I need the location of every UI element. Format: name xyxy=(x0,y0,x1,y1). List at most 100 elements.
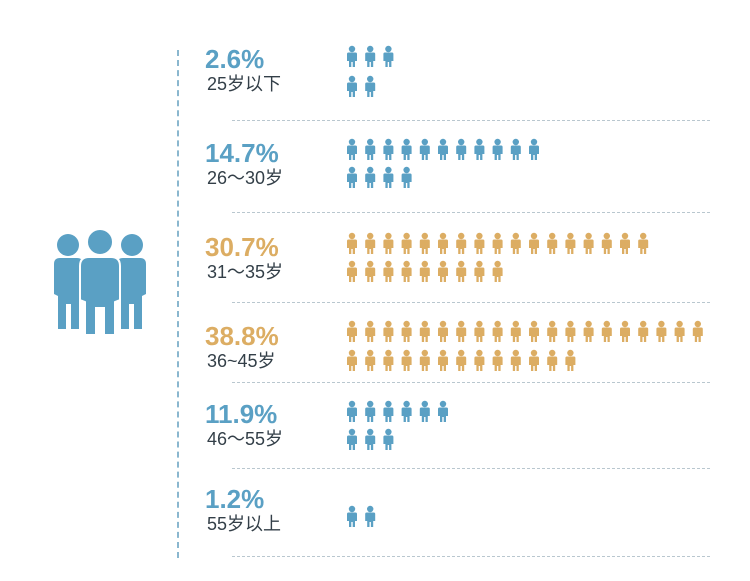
person-icon xyxy=(492,349,503,371)
percentage-label: 30.7% xyxy=(205,232,279,262)
person-icon xyxy=(438,260,448,282)
percentage-label: 14.7% xyxy=(205,138,279,168)
person-icon xyxy=(365,75,376,97)
age-group-row: 11.9% 46～55岁 xyxy=(205,399,740,459)
person-icon xyxy=(401,320,412,342)
person-icon xyxy=(365,428,376,450)
person-icon xyxy=(365,45,376,67)
person-icon xyxy=(401,138,412,160)
person-icon xyxy=(383,320,394,342)
person-icon xyxy=(347,320,357,342)
age-group-row: 1.2% 55岁以上 xyxy=(205,484,740,544)
person-icon xyxy=(419,320,430,342)
person-icon xyxy=(529,138,539,160)
person-icon xyxy=(419,138,430,160)
age-range-label: 46～55岁 xyxy=(207,429,284,449)
person-icon xyxy=(401,260,412,282)
person-icon xyxy=(383,428,394,450)
person-icon xyxy=(401,232,412,254)
person-icon xyxy=(456,260,467,282)
person-icon xyxy=(620,320,630,342)
age-group-row: 2.6% 25岁以下 xyxy=(205,44,740,104)
person-icon xyxy=(365,232,376,254)
person-icon xyxy=(583,320,594,342)
person-icon xyxy=(565,320,576,342)
person-icon xyxy=(529,349,539,371)
person-icon xyxy=(383,232,394,254)
person-icon xyxy=(492,138,503,160)
person-icon xyxy=(419,349,430,371)
person-icon xyxy=(365,138,376,160)
person-icon xyxy=(456,138,467,160)
person-icon xyxy=(419,232,430,254)
age-range-label: 26～30岁 xyxy=(207,168,284,188)
person-icon xyxy=(383,349,394,371)
person-icon xyxy=(456,320,467,342)
row-separator xyxy=(232,382,710,383)
row-separator xyxy=(232,556,710,557)
age-range-label: 36~45岁 xyxy=(207,351,276,371)
person-icon xyxy=(529,232,539,254)
person-icon xyxy=(347,505,357,527)
vertical-divider xyxy=(177,50,179,558)
person-icon xyxy=(438,138,448,160)
person-icon xyxy=(492,232,503,254)
person-icon xyxy=(474,138,485,160)
person-icon xyxy=(510,232,521,254)
person-icon xyxy=(347,45,357,67)
person-icon xyxy=(438,349,448,371)
age-range-label: 55岁以上 xyxy=(207,514,282,534)
person-icon xyxy=(547,320,558,342)
person-icon xyxy=(347,349,357,371)
person-icon xyxy=(620,232,630,254)
person-icon xyxy=(529,320,539,342)
person-icon xyxy=(383,45,394,67)
person-icon xyxy=(547,232,558,254)
person-icon xyxy=(474,232,485,254)
percentage-label: 1.2% xyxy=(205,484,265,514)
person-icon xyxy=(601,232,612,254)
row-separator xyxy=(232,120,710,121)
person-icon xyxy=(510,349,521,371)
person-icon xyxy=(401,400,412,422)
person-icon xyxy=(692,320,703,342)
person-icon xyxy=(347,75,357,97)
row-separator xyxy=(232,302,710,303)
person-icon xyxy=(365,320,376,342)
person-icon xyxy=(674,320,685,342)
person-icon xyxy=(347,260,357,282)
person-icon xyxy=(419,400,430,422)
person-icon xyxy=(438,320,448,342)
person-icon xyxy=(547,349,558,371)
person-icon xyxy=(638,232,649,254)
person-icon xyxy=(565,349,576,371)
person-icon xyxy=(383,166,394,188)
age-group-row: 38.8% 36~45岁 xyxy=(205,321,740,381)
person-icon xyxy=(383,260,394,282)
person-icon xyxy=(510,320,521,342)
person-icon xyxy=(401,166,412,188)
row-separator xyxy=(232,468,710,469)
person-icon xyxy=(601,320,612,342)
person-icon xyxy=(419,260,430,282)
age-range-label: 25岁以下 xyxy=(207,74,282,94)
person-icon xyxy=(438,400,448,422)
person-icon xyxy=(383,400,394,422)
row-separator xyxy=(232,212,710,213)
person-icon xyxy=(510,138,521,160)
person-icon xyxy=(438,232,448,254)
person-icon xyxy=(583,232,594,254)
age-range-label: 31～35岁 xyxy=(207,262,284,282)
people-group-icon xyxy=(54,228,146,336)
person-icon xyxy=(492,320,503,342)
person-icon xyxy=(456,232,467,254)
person-icon xyxy=(365,166,376,188)
person-icon xyxy=(365,505,376,527)
person-icon xyxy=(365,260,376,282)
person-icon xyxy=(347,232,357,254)
person-icon xyxy=(565,232,576,254)
person-icon xyxy=(347,138,357,160)
percentage-label: 38.8% xyxy=(205,321,279,351)
percentage-label: 2.6% xyxy=(205,44,265,74)
